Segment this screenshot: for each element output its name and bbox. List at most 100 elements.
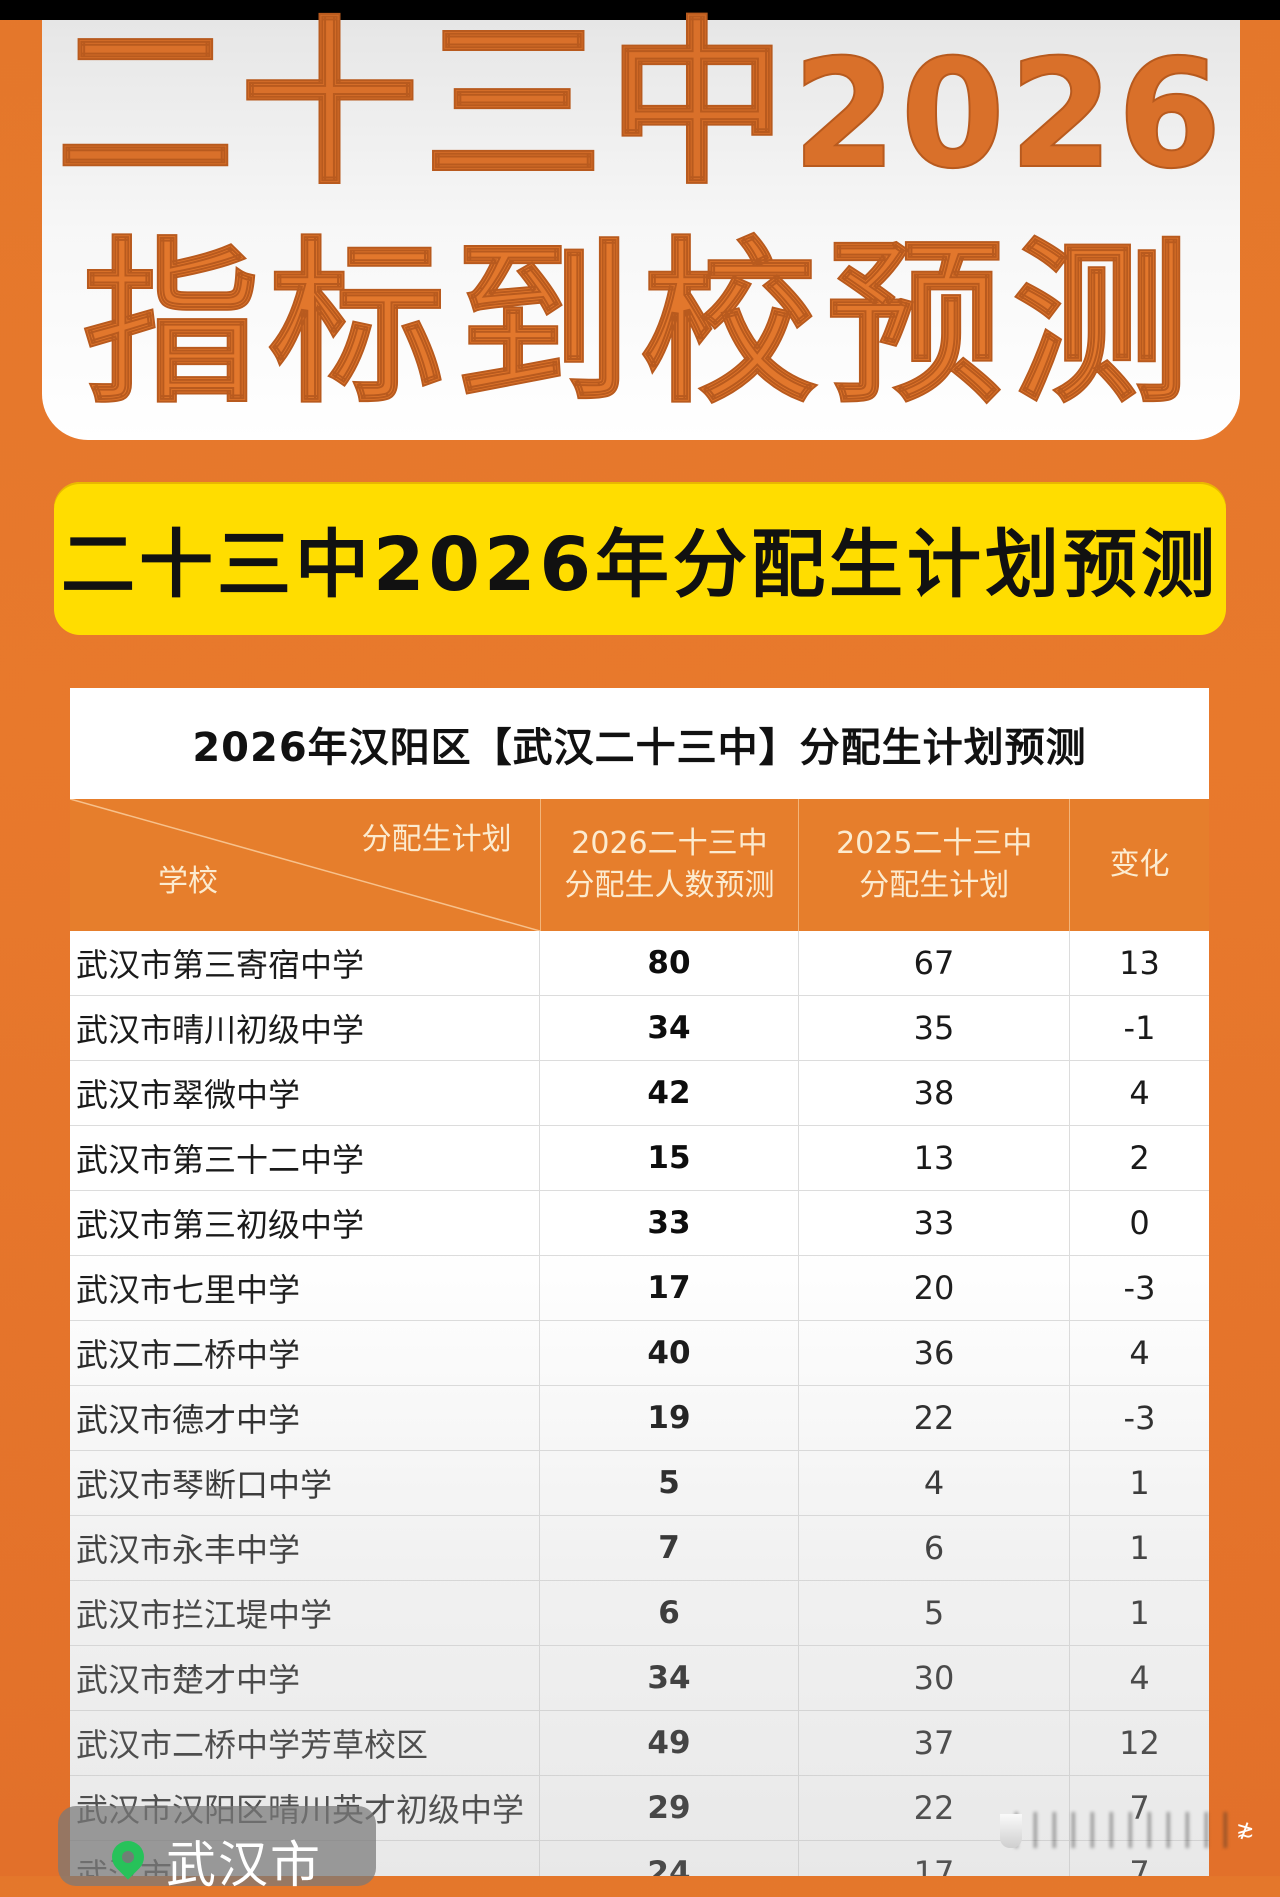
cell-change: -1	[1123, 1009, 1156, 1047]
cell-plan-2025: 5	[799, 1581, 1070, 1645]
header-plan-2025: 2025二十三中 分配生计划	[799, 799, 1071, 931]
header-change-label: 变化	[1109, 847, 1170, 882]
headline-block: 二十三中2026 指标到校预测	[42, 0, 1240, 440]
table-header: 分配生计划 学校 2026二十三中 分配生人数预测 2025二十三中 分配生计划…	[70, 799, 1209, 931]
table-row: 武汉市晴川初级中学 34 35 -1	[70, 996, 1209, 1061]
cell-plan-2025: 22	[799, 1776, 1070, 1840]
cell-pred-2026: 5	[540, 1451, 799, 1515]
cell-change: 1	[1129, 1529, 1150, 1567]
cell-school: 武汉市第三寄宿中学	[70, 931, 540, 995]
header-plan-2025-line2: 分配生计划	[859, 868, 1010, 903]
cell-change: -3	[1123, 1399, 1156, 1437]
watermark-glyph-icon: ≵	[1236, 1818, 1255, 1843]
cell-change: 2	[1129, 1139, 1150, 1177]
cell-plan-2025: 37	[799, 1711, 1070, 1775]
header-plan-label: 分配生计划	[361, 822, 512, 857]
cell-plan-2025: 20	[799, 1256, 1070, 1320]
table-row: 武汉市二桥中学 40 36 4	[70, 1321, 1209, 1386]
table-row: 武汉市德才中学 19 22 -3	[70, 1386, 1209, 1451]
cell-plan-2025: 67	[799, 931, 1070, 995]
cell-pred-2026: 6	[540, 1581, 799, 1645]
cell-change: 1	[1129, 1594, 1150, 1632]
table-row: 武汉市第三初级中学 33 33 0	[70, 1191, 1209, 1256]
cell-school: 武汉市翠微中学	[70, 1061, 540, 1125]
allocation-table: 2026年汉阳区【武汉二十三中】分配生计划预测 分配生计划 学校 2026二十三…	[70, 688, 1209, 1876]
cell-pred-2026: 34	[540, 1646, 799, 1710]
table-row: 武汉市七里中学 17 20 -3	[70, 1256, 1209, 1321]
cell-pred-2026: 7	[540, 1516, 799, 1580]
header-plan-2025-line1: 2025二十三中	[836, 826, 1033, 861]
headline-school: 二十三中	[55, 0, 793, 209]
cell-school: 武汉市七里中学	[70, 1256, 540, 1320]
cell-change: 4	[1129, 1334, 1150, 1372]
diagonal-divider	[70, 799, 540, 931]
cell-school: 武汉市晴川初级中学	[70, 996, 540, 1060]
cell-plan-2025: 17	[799, 1841, 1070, 1876]
cell-plan-2025: 35	[799, 996, 1070, 1060]
cell-plan-2025: 6	[799, 1516, 1070, 1580]
headline-line-2: 指标到校预测	[82, 222, 1199, 427]
blurred-watermark-strip	[1000, 1812, 1240, 1848]
header-change: 变化	[1070, 799, 1209, 931]
cell-pred-2026: 49	[540, 1711, 799, 1775]
cell-school: 武汉市第三初级中学	[70, 1191, 540, 1255]
table-row: 武汉市永丰中学 7 6 1	[70, 1516, 1209, 1581]
cell-change: 13	[1119, 944, 1160, 982]
cell-plan-2025: 13	[799, 1126, 1070, 1190]
table-row: 武汉市二桥中学芳草校区 49 37 12	[70, 1711, 1209, 1776]
header-pred-2026-line1: 2026二十三中	[571, 826, 768, 861]
cell-pred-2026: 40	[540, 1321, 799, 1385]
location-pin-icon	[105, 1834, 151, 1880]
location-tag[interactable]: 武汉市	[58, 1806, 376, 1894]
status-bar	[0, 0, 1280, 20]
cell-change: 4	[1129, 1074, 1150, 1112]
table-row: 武汉市琴断口中学 5 4 1	[70, 1451, 1209, 1516]
cell-school: 武汉市楚才中学	[70, 1646, 540, 1710]
cell-plan-2025: 30	[799, 1646, 1070, 1710]
cell-pred-2026: 34	[540, 996, 799, 1060]
cell-plan-2025: 33	[799, 1191, 1070, 1255]
cell-pred-2026: 24	[540, 1841, 799, 1876]
table-row: 武汉市楚才中学 34 30 4	[70, 1646, 1209, 1711]
cell-pred-2026: 17	[540, 1256, 799, 1320]
table-row: 武汉市拦江堤中学 6 5 1	[70, 1581, 1209, 1646]
cell-change: 1	[1129, 1464, 1150, 1502]
cell-school: 武汉市琴断口中学	[70, 1451, 540, 1515]
blurred-watermark-knob	[1000, 1814, 1022, 1848]
cell-pred-2026: 33	[540, 1191, 799, 1255]
cell-plan-2025: 22	[799, 1386, 1070, 1450]
cell-pred-2026: 42	[540, 1061, 799, 1125]
subtitle-banner-text: 二十三中2026年分配生计划预测	[61, 522, 1219, 608]
cell-plan-2025: 4	[799, 1451, 1070, 1515]
location-tag-text: 武汉市	[166, 1836, 322, 1894]
headline-line-1: 二十三中2026	[42, 0, 1240, 220]
table-row: 武汉市翠微中学 42 38 4	[70, 1061, 1209, 1126]
subtitle-banner: 二十三中2026年分配生计划预测	[54, 482, 1226, 635]
cell-pred-2026: 80	[540, 931, 799, 995]
cell-school: 武汉市二桥中学	[70, 1321, 540, 1385]
cell-plan-2025: 38	[799, 1061, 1070, 1125]
cell-school: 武汉市拦江堤中学	[70, 1581, 540, 1645]
cell-school: 武汉市第三十二中学	[70, 1126, 540, 1190]
cell-change: 4	[1129, 1659, 1150, 1697]
header-pred-2026: 2026二十三中 分配生人数预测	[541, 799, 800, 931]
header-school-diagonal: 分配生计划 学校	[70, 799, 541, 931]
header-school-label: 学校	[158, 864, 218, 899]
table-row: 武汉市第三十二中学 15 13 2	[70, 1126, 1209, 1191]
headline-year: 2026	[791, 27, 1226, 203]
table-title: 2026年汉阳区【武汉二十三中】分配生计划预测	[192, 724, 1087, 771]
cell-school: 武汉市二桥中学芳草校区	[70, 1711, 540, 1775]
table-row: 武汉市第三寄宿中学 80 67 13	[70, 931, 1209, 996]
cell-change: -3	[1123, 1269, 1156, 1307]
header-pred-2026-line2: 分配生人数预测	[564, 868, 775, 903]
cell-change: 0	[1129, 1204, 1150, 1242]
cell-change: 7	[1129, 1854, 1150, 1876]
cell-change: 12	[1119, 1724, 1160, 1762]
cell-plan-2025: 36	[799, 1321, 1070, 1385]
cell-pred-2026: 19	[540, 1386, 799, 1450]
cell-school: 武汉市德才中学	[70, 1386, 540, 1450]
cell-school: 武汉市永丰中学	[70, 1516, 540, 1580]
cell-pred-2026: 15	[540, 1126, 799, 1190]
table-body: 武汉市第三寄宿中学 80 67 13 武汉市晴川初级中学 34 35 -1 武汉市翠微中学 4…	[70, 931, 1209, 1876]
cell-pred-2026: 29	[540, 1776, 799, 1840]
